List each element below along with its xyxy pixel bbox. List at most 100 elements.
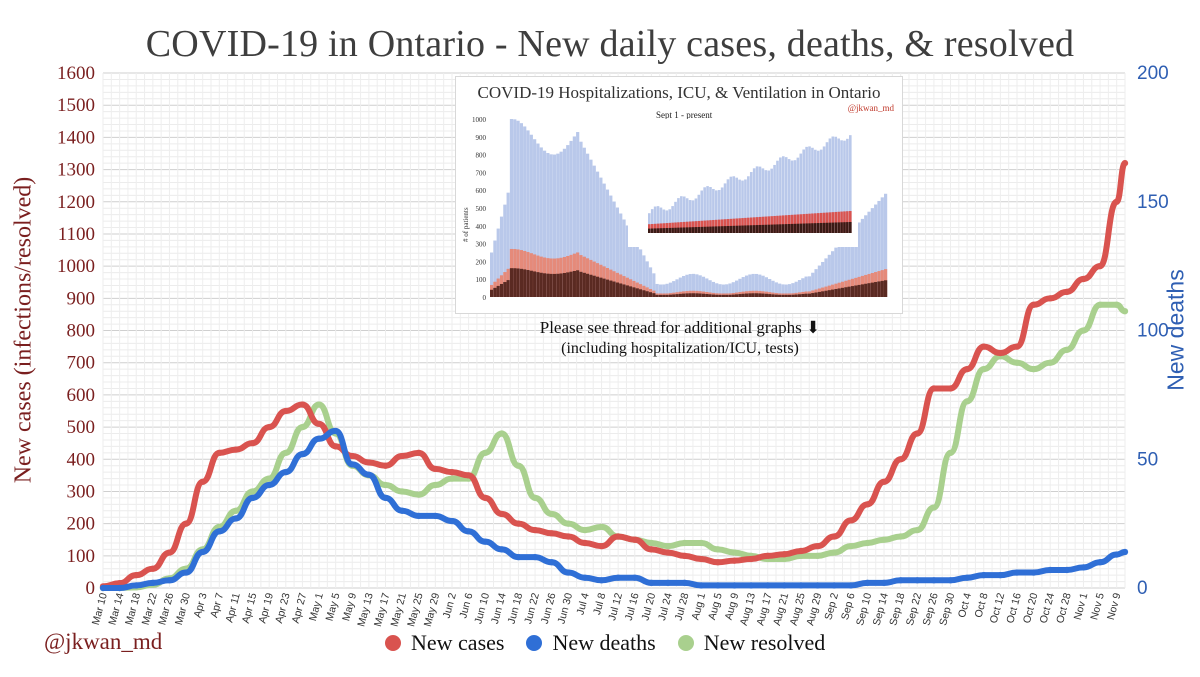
- inset-bar-hospital: [797, 280, 802, 297]
- inset-sub-bar-vent: [814, 223, 817, 233]
- inset-sub-bar: [685, 198, 689, 233]
- inset-y-tick: 300: [476, 241, 487, 249]
- inset-bar-hospital: [738, 278, 742, 297]
- inset-bar-hospital: [655, 283, 659, 297]
- inset-bar-hospital: [817, 265, 821, 297]
- inset-bar-vent: [711, 294, 716, 297]
- inset-sub-bar: [694, 198, 698, 233]
- inset-bar-hospital: [496, 228, 500, 297]
- inset-bar-vent: [847, 286, 851, 297]
- inset-sub-bar-vent: [749, 225, 753, 233]
- inset-sub-bar: [770, 168, 773, 233]
- inset-bar-hospital: [609, 195, 613, 297]
- inset-bar-hospital: [774, 282, 778, 297]
- inset-sub-bar-vent: [787, 224, 791, 233]
- inset-y-tick: 400: [476, 223, 487, 231]
- inset-bar-vent: [566, 272, 570, 297]
- inset-bar-hospital: [619, 213, 623, 297]
- inset-sub-bar: [744, 179, 747, 233]
- inset-y-tick: 700: [476, 169, 487, 177]
- y-axis-right: 0 50 100 150 200: [1137, 63, 1169, 599]
- inset-bar-vent: [513, 268, 517, 297]
- y-tick-label-left: 700: [67, 353, 96, 374]
- inset-bar-vent: [784, 294, 788, 297]
- y-axis-right-label: New deaths: [1162, 269, 1189, 391]
- inset-y-tick: 100: [476, 276, 487, 284]
- inset-sub-bar: [749, 172, 753, 233]
- inset-sub-bar: [764, 170, 768, 233]
- inset-bar-vent: [635, 288, 639, 297]
- inset-sub-bar-vent: [796, 223, 800, 233]
- inset-bar-hospital: [850, 229, 855, 297]
- inset-bar-hospital: [513, 119, 517, 297]
- inset-bar-vent: [807, 293, 812, 297]
- inset-bar-hospital: [506, 192, 510, 297]
- inset-y-label: # of patients: [462, 207, 470, 242]
- inset-bar-vent: [622, 284, 626, 297]
- inset-bar-hospital: [589, 159, 593, 297]
- inset-bar-vent: [787, 294, 792, 297]
- legend-label-new-deaths: New deaths: [552, 630, 656, 655]
- inset-bar-hospital: [599, 177, 603, 297]
- inset-sub-bar: [825, 142, 829, 233]
- inset-sub-bar-vent: [723, 226, 727, 233]
- inset-bar-hospital: [778, 283, 782, 297]
- inset-sub-bar: [703, 187, 706, 233]
- inset-bar-hospital: [701, 276, 706, 297]
- inset-sub-bar-vent: [712, 226, 715, 233]
- inset-bar-vent: [662, 294, 666, 297]
- inset-sub-bar: [717, 190, 721, 233]
- x-tick-label: Oct 28: [1054, 592, 1074, 625]
- y-axis-left-label-wrap: New cases (infections/resolved): [2, 0, 62, 677]
- inset-bar-vent: [744, 293, 749, 297]
- inset-sub-bar: [784, 157, 788, 233]
- inset-bar-hospital: [490, 252, 494, 297]
- inset-bar-vent: [595, 276, 600, 297]
- inset-bar-vent: [811, 293, 815, 297]
- inset-sub-bar-vent: [773, 224, 776, 233]
- inset-sub-bar: [691, 200, 695, 233]
- x-tick-label: Jul 4: [574, 592, 591, 617]
- inset-bar-vent: [831, 289, 835, 297]
- inset-bar-hospital: [754, 273, 759, 297]
- inset-bar-hospital: [744, 275, 749, 297]
- inset-bar-vent: [506, 280, 510, 297]
- legend-item-new-resolved: New resolved: [677, 630, 825, 656]
- inset-bar-hospital: [771, 280, 775, 297]
- inset-bar-hospital: [735, 280, 739, 297]
- inset-bar-vent: [672, 294, 676, 297]
- inset-bar-hospital: [688, 274, 692, 297]
- inset-bar-hospital: [509, 119, 514, 298]
- inset-bar-vent: [582, 272, 586, 297]
- inset-bar-hospital: [546, 153, 550, 297]
- inset-bar-vent: [768, 294, 772, 297]
- series-new-deaths: [99, 427, 1129, 592]
- inset-bar-vent: [791, 294, 795, 297]
- inset-sub-bar-vent: [808, 223, 811, 233]
- inset-sub-bar-vent: [755, 225, 759, 233]
- inset-bar-hospital: [840, 240, 845, 297]
- inset-sub-bar: [828, 138, 832, 233]
- inset-bar-hospital: [566, 145, 570, 297]
- inset-sub-bar-vent: [793, 223, 797, 233]
- y-tick-label-left: 1400: [57, 127, 95, 148]
- inset-sub-bar: [720, 187, 724, 233]
- inset-bar-hospital: [695, 274, 699, 297]
- inset-sub-bar: [837, 138, 840, 233]
- inset-bar-hospital: [698, 275, 702, 297]
- y-tick-label-left: 900: [67, 288, 96, 309]
- inset-y-tick: 900: [476, 134, 487, 142]
- legend-dot-new-deaths: [526, 635, 543, 651]
- inset-bar-vent: [533, 271, 537, 297]
- inset-sub-bar-vent: [650, 228, 654, 233]
- inset-bar-vent: [840, 287, 845, 297]
- inset-bar-vent: [523, 269, 527, 297]
- inset-sub-bar-vent: [790, 223, 794, 233]
- series-line: [100, 160, 1128, 590]
- inset-sub-bar-icu: [784, 215, 788, 233]
- y-tick-label-left: 300: [67, 481, 96, 502]
- inset-sub-bar-vent: [717, 226, 721, 233]
- inset-bar-hospital: [552, 154, 557, 297]
- inset-sub-bar-vent: [761, 224, 765, 233]
